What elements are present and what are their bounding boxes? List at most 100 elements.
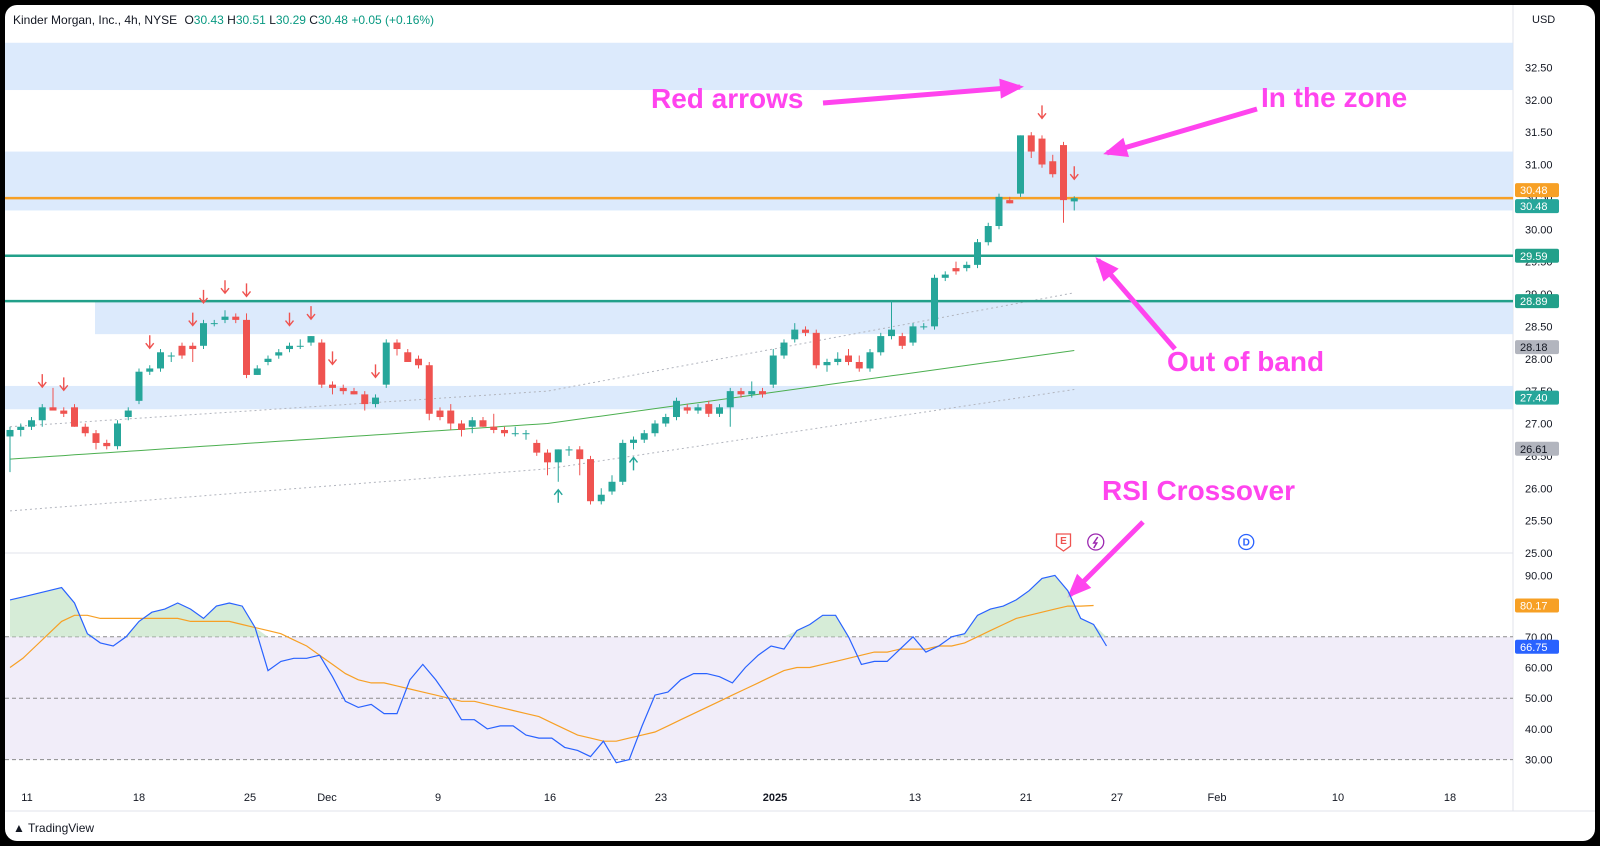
candle-body[interactable]	[705, 404, 713, 414]
candle-body[interactable]	[243, 319, 250, 375]
candle-body[interactable]	[791, 329, 799, 340]
candle-body[interactable]	[275, 352, 283, 356]
candle-body[interactable]	[253, 368, 261, 375]
candle-body[interactable]	[60, 410, 68, 414]
candle-body[interactable]	[189, 345, 197, 350]
candle-body[interactable]	[673, 400, 680, 418]
candle-body[interactable]	[683, 407, 691, 411]
candle-body[interactable]	[597, 494, 605, 502]
candle-body[interactable]	[963, 264, 971, 269]
candle-body[interactable]	[759, 391, 766, 395]
currency-label[interactable]: USD	[1532, 14, 1556, 26]
candle-body[interactable]	[329, 384, 336, 388]
candle-body[interactable]	[393, 342, 401, 350]
candle-body[interactable]	[1070, 198, 1078, 202]
candle-body[interactable]	[737, 391, 745, 395]
candle-body[interactable]	[995, 196, 1003, 227]
candle-body[interactable]	[200, 323, 207, 346]
candle-body[interactable]	[769, 355, 777, 385]
candle-body[interactable]	[479, 420, 487, 427]
candle-body[interactable]	[415, 358, 422, 366]
price-chart[interactable]: ED32.5032.0031.5031.0030.5030.0029.5029.…	[5, 5, 1595, 841]
candle-body[interactable]	[823, 361, 831, 366]
candle-body[interactable]	[651, 423, 659, 434]
candle-body[interactable]	[587, 459, 594, 502]
candle-body[interactable]	[221, 316, 229, 320]
candle-body[interactable]	[952, 268, 960, 272]
candle-body[interactable]	[210, 323, 218, 325]
tradingview-logo[interactable]: ▲ TradingView	[13, 821, 94, 835]
candle-body[interactable]	[630, 439, 637, 443]
candle-body[interactable]	[264, 358, 272, 362]
candle-body[interactable]	[909, 326, 917, 343]
candle-body[interactable]	[984, 226, 992, 243]
candle-body[interactable]	[447, 410, 455, 424]
candle-body[interactable]	[780, 342, 788, 356]
candle-body[interactable]	[802, 329, 809, 333]
candle-body[interactable]	[1017, 135, 1024, 194]
candle-body[interactable]	[845, 355, 852, 362]
candle-body[interactable]	[576, 449, 584, 460]
candle-body[interactable]	[307, 336, 315, 343]
earnings-icon[interactable]	[1055, 533, 1072, 552]
candle-body[interactable]	[458, 423, 465, 430]
candle-body[interactable]	[404, 352, 412, 362]
candle-body[interactable]	[17, 426, 25, 430]
candle-body[interactable]	[232, 316, 240, 320]
candle-body[interactable]	[361, 394, 369, 405]
candle-body[interactable]	[1027, 135, 1035, 152]
candle-body[interactable]	[974, 242, 981, 265]
candle-body[interactable]	[941, 274, 949, 278]
candle-body[interactable]	[157, 352, 164, 369]
candle-body[interactable]	[544, 452, 551, 463]
candle-body[interactable]	[898, 336, 906, 346]
candle-body[interactable]	[726, 391, 734, 408]
candle-body[interactable]	[888, 329, 895, 337]
candle-body[interactable]	[694, 407, 702, 411]
candle-body[interactable]	[6, 429, 14, 437]
candle-body[interactable]	[855, 361, 863, 369]
candle-body[interactable]	[146, 368, 154, 372]
candle-body[interactable]	[124, 410, 132, 418]
candle-body[interactable]	[135, 371, 143, 401]
candle-body[interactable]	[1038, 138, 1046, 165]
dividend-icon[interactable]	[1238, 533, 1255, 551]
candle-body[interactable]	[812, 332, 820, 366]
candle-body[interactable]	[522, 433, 530, 435]
candle-body[interactable]	[81, 426, 89, 434]
candle-body[interactable]	[114, 423, 121, 447]
candle-body[interactable]	[38, 407, 46, 421]
candle-body[interactable]	[372, 397, 379, 405]
candle-body[interactable]	[350, 391, 358, 395]
candle-body[interactable]	[425, 365, 433, 414]
candle-body[interactable]	[716, 407, 723, 414]
candle-body[interactable]	[167, 355, 175, 357]
candle-body[interactable]	[468, 420, 476, 427]
candle-body[interactable]	[436, 410, 444, 418]
candle-body[interactable]	[748, 391, 756, 395]
candle-body[interactable]	[1049, 161, 1057, 175]
candle-body[interactable]	[382, 342, 390, 385]
candle-body[interactable]	[49, 407, 57, 411]
candle-body[interactable]	[554, 449, 562, 463]
candle-body[interactable]	[92, 433, 100, 443]
candle-body[interactable]	[608, 481, 616, 492]
candle-body[interactable]	[834, 358, 842, 362]
candle-body[interactable]	[511, 433, 519, 435]
candle-body[interactable]	[339, 387, 347, 392]
candle-body[interactable]	[565, 449, 573, 451]
candle-body[interactable]	[640, 433, 648, 440]
candle-body[interactable]	[931, 277, 938, 327]
candle-body[interactable]	[490, 426, 498, 430]
candle-body[interactable]	[103, 442, 111, 447]
candle-body[interactable]	[533, 442, 541, 453]
candle-body[interactable]	[619, 442, 627, 482]
candle-body[interactable]	[1006, 200, 1014, 204]
candle-body[interactable]	[920, 326, 928, 328]
candle-body[interactable]	[662, 417, 670, 424]
flash-event-icon[interactable]	[1087, 533, 1105, 551]
candle-body[interactable]	[866, 352, 874, 369]
candle-body[interactable]	[71, 407, 78, 427]
candle-body[interactable]	[178, 345, 186, 356]
candle-body[interactable]	[1060, 145, 1067, 201]
